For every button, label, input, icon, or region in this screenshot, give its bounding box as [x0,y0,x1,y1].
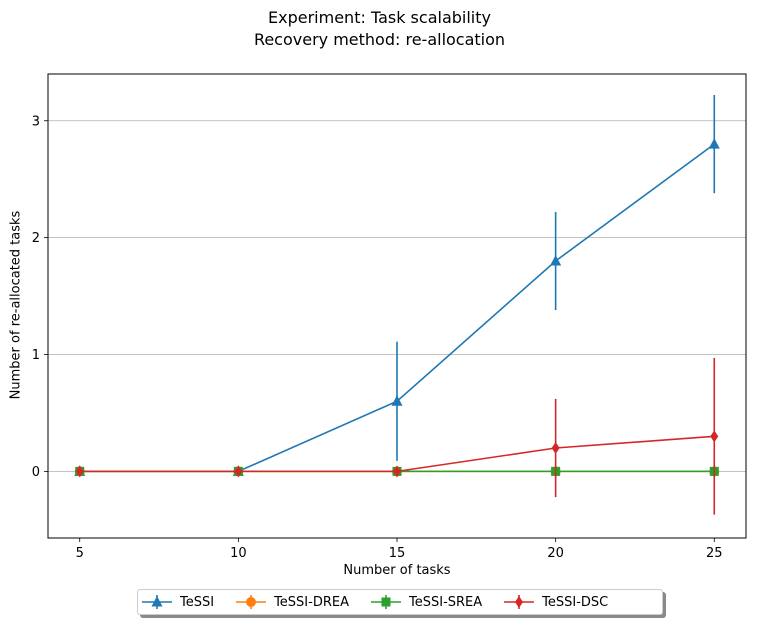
legend-marker [246,597,257,607]
legend-swatch-tessi-dsc [504,595,535,609]
y-tick-label: 0 [32,465,40,480]
data-point-tessi-dsc [710,430,719,443]
legend-item-tessi: TeSSI [140,594,214,610]
data-point-tessi [708,138,720,149]
legend-marker [381,597,391,607]
y-tick-label: 3 [32,114,40,129]
legend-label: TeSSI-DSC [542,594,609,610]
legend-item-tessi-dsc: TeSSI-DSC [502,594,608,610]
x-tick-label: 5 [76,546,84,561]
legend-label: TeSSI [180,594,215,610]
legend-label: TeSSI-DREA [274,594,349,610]
chart-title: Experiment: Task scalability [268,8,491,27]
legend-marker [151,596,163,607]
data-point-tessi [550,255,562,266]
legend-swatch-tessi [142,595,172,609]
legend-item-tessi-drea: TeSSI-DREA [234,594,349,610]
legend-swatch-tessi-srea [371,595,401,609]
y-tick-label: 2 [32,231,40,246]
legend: TeSSI TeSSI-DREA TeSSI-SREA TeSSI-DSC [137,589,663,615]
data-point-tessi-dsc [551,442,560,455]
legend-swatch-tessi-drea [236,595,267,609]
x-tick-label: 20 [547,546,564,561]
y-axis-label: Number of re-allocated tasks [8,210,24,400]
legend-item-tessi-srea: TeSSI-SREA [369,594,482,610]
legend-label: TeSSI-SREA [409,594,483,610]
data-point-tessi-dsc [393,465,401,478]
data-point-tessi-dsc [75,465,84,478]
plot-frame [47,73,747,539]
data-point-tessi-dsc [234,465,243,478]
x-tick-label: 15 [389,546,406,561]
x-tick-label: 10 [230,546,247,561]
legend-marker [515,596,524,608]
x-tick-label: 25 [706,546,723,561]
data-point-tessi [391,395,403,406]
y-tick-label: 1 [32,348,40,363]
x-axis-label: Number of tasks [343,563,451,578]
chart-subtitle: Recovery method: re-allocation [253,30,506,49]
